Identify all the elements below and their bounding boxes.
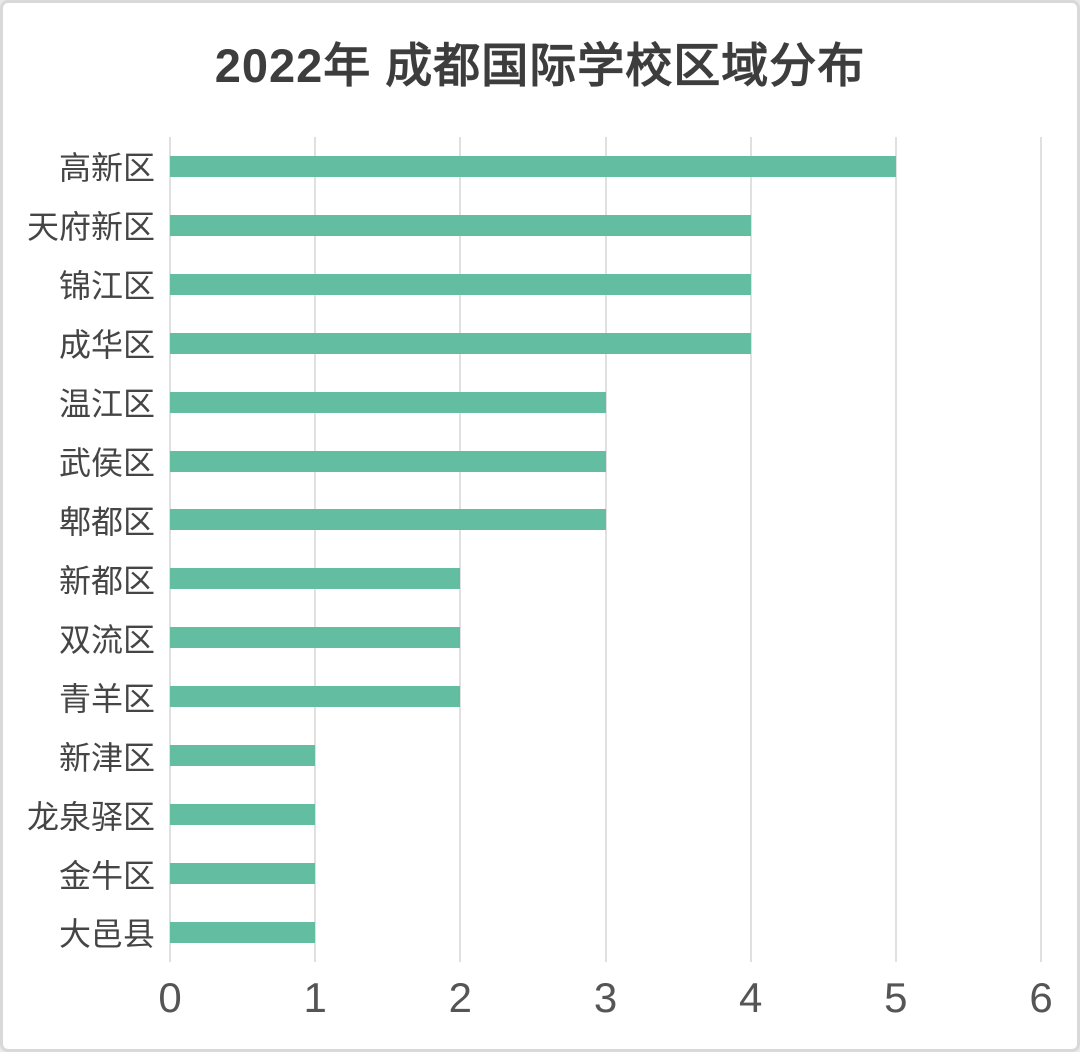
- category-label: 成华区: [58, 327, 155, 364]
- bar-row: 大邑县: [59, 903, 1041, 962]
- x-tick-label: 3: [593, 974, 618, 1021]
- bar-row: 郫都区: [59, 491, 1041, 550]
- bar-row: 锦江区: [59, 255, 1041, 314]
- bar-row: 新都区: [59, 549, 1041, 608]
- category-label: 大邑县: [58, 916, 155, 953]
- bar: [170, 273, 751, 295]
- gridline: [894, 137, 897, 962]
- plot-area: 高新区天府新区锦江区成华区温江区武侯区郫都区新都区双流区青羊区新津区龙泉驿区金牛…: [27, 137, 1053, 1020]
- bar: [170, 568, 461, 590]
- bar: [170, 450, 606, 472]
- bar-row: 双流区: [59, 608, 1041, 667]
- gridline: [169, 137, 171, 962]
- category-label: 天府新区: [26, 209, 155, 246]
- x-tick-label: 5: [884, 974, 908, 1021]
- bar-row: 龙泉驿区: [27, 785, 1041, 844]
- bar-row: 武侯区: [59, 432, 1041, 491]
- bar: [170, 509, 606, 531]
- bar-row: 成华区: [59, 314, 1041, 373]
- category-label: 武侯区: [58, 445, 155, 482]
- category-label: 锦江区: [58, 268, 155, 305]
- x-tick-label: 0: [158, 974, 182, 1021]
- category-label: 新津区: [58, 739, 155, 776]
- bar: [170, 155, 896, 177]
- category-label: 金牛区: [58, 857, 155, 894]
- gridline: [1040, 137, 1042, 962]
- gridline: [459, 137, 462, 962]
- bar: [170, 391, 606, 413]
- bar-row: 新津区: [59, 726, 1041, 785]
- bar: [170, 627, 461, 649]
- gridline: [604, 137, 607, 962]
- category-label: 温江区: [58, 386, 155, 423]
- gridline: [314, 137, 317, 962]
- x-tick-label: 4: [738, 974, 763, 1021]
- bar: [170, 804, 316, 826]
- bar-row: 天府新区: [27, 196, 1041, 255]
- bar: [170, 921, 316, 943]
- category-label: 双流区: [58, 621, 155, 658]
- bar-row: 温江区: [59, 373, 1041, 432]
- bar: [170, 332, 751, 354]
- x-tick-label: 1: [303, 974, 327, 1021]
- category-label: 高新区: [58, 150, 155, 187]
- category-label: 郫都区: [58, 503, 155, 540]
- category-label: 新都区: [58, 562, 155, 599]
- x-axis: 0 1 2 3 4 5 6: [158, 974, 1052, 1021]
- bar-rows: 高新区天府新区锦江区成华区温江区武侯区郫都区新都区双流区青羊区新津区龙泉驿区金牛…: [27, 137, 1041, 962]
- bar: [170, 686, 461, 708]
- x-tick-label: 2: [448, 974, 473, 1021]
- bar-row: 青羊区: [59, 667, 1041, 726]
- bar: [170, 863, 316, 885]
- category-label: 青羊区: [58, 680, 155, 717]
- bar-row: 金牛区: [59, 844, 1041, 903]
- bar-row: 高新区: [59, 137, 1041, 196]
- x-tick-label: 6: [1029, 974, 1053, 1021]
- chart-title: 2022年 成都国际学校区域分布: [214, 39, 866, 92]
- gridline: [749, 137, 752, 962]
- bar: [170, 214, 751, 236]
- bar: [170, 745, 316, 767]
- category-label: 龙泉驿区: [26, 798, 155, 835]
